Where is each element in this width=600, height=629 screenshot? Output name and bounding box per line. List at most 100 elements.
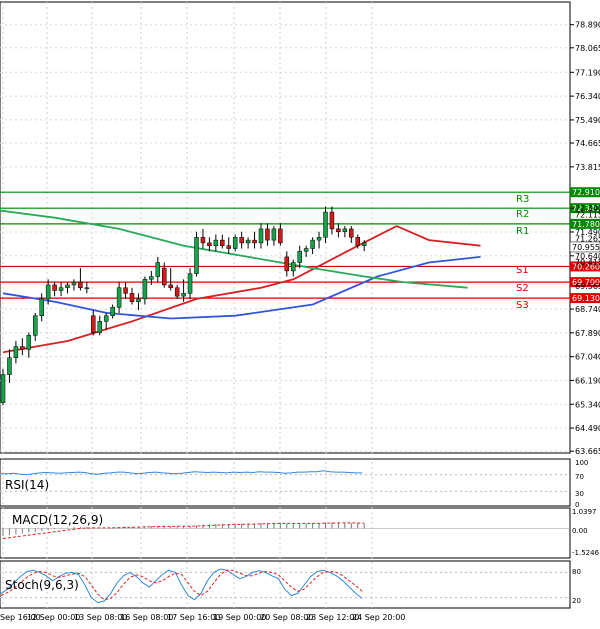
candle-bearish	[168, 284, 173, 288]
time-tick-label: 13 Sep 08:00	[74, 613, 127, 622]
price-tick-label: 67.040	[575, 353, 600, 362]
price-tick-label: 70.415	[575, 258, 600, 267]
time-tick-label: 12 Sep 00:00	[27, 613, 80, 622]
candle-bullish	[232, 237, 238, 249]
level-name-label: S2	[516, 283, 529, 294]
candle-bullish	[181, 293, 186, 297]
macd-tick-label: 0.00	[572, 527, 588, 535]
candle-bullish	[110, 307, 115, 316]
candle-bearish	[78, 281, 83, 288]
candle-bearish	[200, 237, 206, 244]
candle-bullish	[361, 242, 367, 246]
candle-bullish	[103, 315, 109, 322]
level-price-tag	[570, 203, 600, 214]
candle-bearish	[252, 239, 257, 244]
rsi-label: RSI(14)	[5, 478, 49, 492]
candle-bullish	[58, 287, 64, 291]
candle-bullish	[258, 228, 264, 244]
rsi-tick-label: 100	[575, 459, 588, 467]
candle-bullish	[149, 276, 154, 280]
candle-bearish	[162, 267, 167, 286]
level-price-tag	[570, 293, 600, 304]
price-tick-label: 71.490	[575, 228, 600, 237]
candle-bearish	[239, 237, 244, 244]
candle-bearish	[52, 284, 57, 291]
candle-bearish	[284, 256, 290, 272]
price-tick-label: 70.640	[575, 252, 600, 261]
level-name-label: R2	[516, 209, 529, 220]
candle-bullish	[291, 262, 296, 272]
level-price-tag	[570, 277, 600, 288]
candle-bullish	[13, 346, 19, 359]
price-tick-label: 67.890	[575, 329, 600, 338]
ma-line-ma-medium	[3, 256, 481, 320]
candle-bullish	[65, 284, 70, 288]
candle-bullish	[33, 315, 38, 336]
stoch-panel-frame	[0, 560, 571, 609]
price-tick-label: 69.565	[575, 282, 600, 291]
time-tick-label: 17 Sep 16:00	[167, 613, 220, 622]
level-price-label: 70.260	[572, 262, 600, 271]
time-tick-label: Sep 16:00	[0, 613, 41, 622]
candle-bearish	[91, 315, 96, 333]
price-tick-label: 78.065	[575, 44, 600, 53]
candle-bearish	[336, 228, 341, 232]
candle-bullish	[316, 237, 322, 241]
stoch-panel: 80 20	[0, 568, 581, 605]
price-tick-label: 72.115	[575, 210, 600, 219]
candle-bearish	[174, 287, 180, 297]
price-tick-label: 73.815	[575, 163, 600, 172]
candle-bullish	[323, 211, 328, 238]
level-price-tag	[570, 261, 600, 272]
price-tick-label: 75.490	[575, 116, 600, 125]
price-tick-label: 78.890	[575, 21, 600, 30]
candle-bullish	[0, 374, 6, 403]
stoch-tick-label: 20	[572, 597, 581, 605]
last-price-tag	[569, 241, 600, 253]
candle-bullish	[97, 321, 102, 333]
macd-tick-label: -1.5246	[572, 549, 600, 557]
candle-bullish	[297, 251, 302, 263]
candle-bullish	[116, 287, 122, 308]
ma-line-ma-slow	[0, 209, 468, 289]
level-price-label: 72.910	[572, 188, 600, 197]
candle-bullish	[310, 239, 315, 249]
stoch-k-line	[0, 568, 363, 604]
level-name-label: R1	[516, 226, 529, 237]
candle-bullish	[271, 228, 277, 241]
price-tick-label: 72.340	[575, 204, 600, 213]
price-tick-label: 76.340	[575, 92, 600, 101]
macd-panel: 1.0397 0.00 -1.5246	[0, 508, 600, 557]
candle-bullish	[194, 237, 199, 274]
candle-bearish	[265, 228, 270, 241]
candle-bullish	[245, 239, 251, 244]
candle-bearish	[20, 346, 25, 350]
time-tick-label: 16 Sep 08:00	[120, 613, 173, 622]
level-name-label: R3	[516, 194, 529, 205]
price-tick-label: 77.190	[575, 68, 600, 77]
time-tick-label: 24 Sep 20:00	[352, 613, 405, 622]
macd-tick-label: 1.0397	[572, 508, 597, 516]
price-tick-label: 71.265	[575, 234, 600, 243]
candle-bearish	[329, 211, 335, 230]
candle-bearish	[355, 237, 360, 246]
last-price-label: 70.955	[572, 243, 600, 252]
rsi-tick-label: 30	[575, 490, 584, 498]
level-price-label: 69.130	[572, 294, 600, 303]
level-price-tag	[570, 187, 600, 198]
candle-bearish	[129, 293, 135, 302]
candle-bullish	[45, 284, 51, 300]
candle-bullish	[213, 239, 219, 246]
time-tick-label: 23 Sep 12:00	[306, 613, 359, 622]
candle-bearish	[207, 242, 212, 246]
candle-bullish	[142, 279, 148, 300]
candle-bullish	[39, 298, 44, 316]
candle-bullish	[342, 228, 348, 232]
stoch-d-line	[0, 569, 363, 601]
candle-bearish	[123, 287, 128, 294]
candles	[0, 206, 367, 406]
rsi-panel-frame	[0, 458, 571, 507]
candle-bullish	[26, 335, 32, 350]
level-price-label: 71.780	[572, 220, 600, 229]
